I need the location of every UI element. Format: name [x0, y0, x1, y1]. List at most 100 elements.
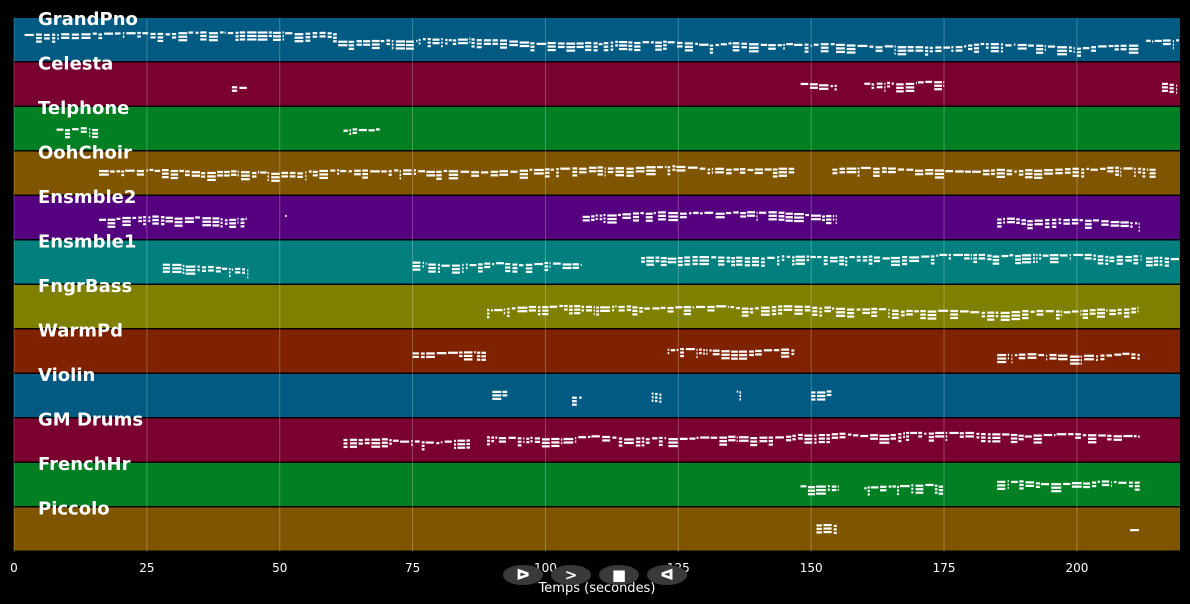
note [775, 436, 784, 439]
note [1038, 353, 1045, 357]
note [150, 32, 156, 36]
note [652, 437, 658, 440]
note [1096, 315, 1105, 318]
note [1051, 486, 1062, 489]
note [1018, 169, 1024, 173]
note [453, 446, 456, 450]
note [700, 212, 703, 215]
note [1019, 487, 1024, 490]
note [615, 305, 617, 308]
stop-button[interactable]: ■ [599, 565, 639, 585]
note [285, 214, 287, 218]
note [348, 47, 355, 50]
note [207, 178, 216, 182]
note [709, 51, 714, 54]
note [572, 263, 579, 266]
note [549, 305, 558, 308]
note [884, 82, 886, 85]
note [783, 308, 793, 311]
note [1130, 529, 1139, 532]
note [348, 170, 352, 173]
note [1019, 480, 1024, 483]
note [794, 312, 803, 315]
note [593, 305, 595, 309]
note [892, 485, 896, 488]
note [731, 350, 738, 353]
note [1057, 49, 1068, 52]
note [1027, 356, 1037, 359]
note [731, 257, 736, 260]
note [635, 170, 645, 173]
note [412, 268, 421, 271]
play-button[interactable]: ᐅ [503, 565, 543, 585]
note [1045, 225, 1050, 229]
note [715, 167, 724, 170]
note [1161, 82, 1168, 85]
note [305, 174, 307, 178]
note [925, 483, 934, 487]
note [1069, 362, 1080, 365]
note [798, 433, 803, 437]
note [846, 167, 857, 170]
note [676, 169, 686, 172]
note [154, 169, 161, 173]
note [352, 128, 358, 131]
note [747, 168, 754, 172]
note [289, 171, 296, 175]
note [576, 42, 584, 45]
note [1133, 435, 1137, 438]
note [1134, 481, 1140, 484]
note [793, 43, 803, 46]
track-lane [14, 62, 1180, 106]
forward-button[interactable]: > [551, 565, 591, 585]
note [1172, 47, 1174, 50]
note [582, 215, 590, 218]
note [726, 168, 732, 171]
note [603, 213, 606, 217]
note [258, 171, 260, 174]
note [1161, 89, 1168, 92]
note [1096, 358, 1099, 362]
note [879, 434, 890, 437]
note [672, 168, 676, 171]
note [786, 255, 791, 258]
note [680, 351, 684, 354]
note [364, 438, 370, 441]
note [731, 354, 738, 357]
note [229, 225, 237, 228]
rewind-button[interactable]: ᐊ [647, 565, 687, 585]
note [1007, 483, 1009, 486]
note [973, 253, 978, 257]
note [826, 218, 832, 221]
note [89, 135, 91, 138]
note [820, 50, 829, 53]
note [428, 267, 436, 270]
note [809, 86, 818, 89]
note [943, 81, 945, 84]
note [632, 309, 638, 312]
note [188, 31, 194, 34]
note [418, 42, 421, 45]
note [1176, 88, 1178, 91]
note [1113, 438, 1122, 441]
note [900, 310, 905, 313]
note [498, 437, 507, 440]
note [476, 42, 482, 45]
note [107, 225, 116, 228]
note [591, 218, 595, 221]
note [354, 173, 361, 176]
note [1058, 218, 1062, 221]
note [1021, 219, 1026, 222]
note [544, 171, 550, 174]
note [1045, 222, 1050, 225]
note [618, 47, 628, 51]
note [721, 353, 730, 356]
note [907, 46, 914, 49]
note [1164, 264, 1170, 267]
note [178, 35, 188, 38]
note [667, 173, 671, 176]
note [551, 441, 560, 444]
note [835, 214, 837, 218]
note [879, 438, 890, 441]
note [964, 253, 970, 257]
